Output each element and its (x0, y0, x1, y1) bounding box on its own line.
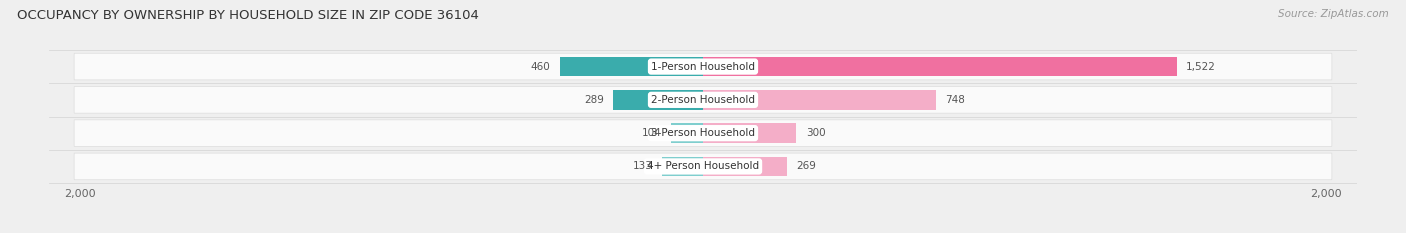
Bar (703, 90, 936, 110)
Bar (703, 57, 1177, 76)
Bar (662, 157, 703, 176)
Bar (703, 123, 796, 143)
FancyBboxPatch shape (75, 53, 1331, 80)
Bar (560, 57, 703, 76)
Text: 3-Person Household: 3-Person Household (651, 128, 755, 138)
Text: OCCUPANCY BY OWNERSHIP BY HOUSEHOLD SIZE IN ZIP CODE 36104: OCCUPANCY BY OWNERSHIP BY HOUSEHOLD SIZE… (17, 9, 479, 22)
FancyBboxPatch shape (75, 86, 1331, 113)
Text: 1-Person Household: 1-Person Household (651, 62, 755, 72)
Text: 1,522: 1,522 (1187, 62, 1216, 72)
Bar (703, 157, 787, 176)
Text: 748: 748 (945, 95, 965, 105)
FancyBboxPatch shape (75, 120, 1331, 147)
Text: 4+ Person Household: 4+ Person Household (647, 161, 759, 171)
Text: 269: 269 (796, 161, 815, 171)
Bar (613, 90, 703, 110)
Text: 104: 104 (641, 128, 661, 138)
Text: 460: 460 (530, 62, 551, 72)
Text: 133: 133 (633, 161, 652, 171)
Bar (671, 123, 703, 143)
Text: 2-Person Household: 2-Person Household (651, 95, 755, 105)
Text: Source: ZipAtlas.com: Source: ZipAtlas.com (1278, 9, 1389, 19)
Text: 289: 289 (583, 95, 603, 105)
FancyBboxPatch shape (75, 153, 1331, 180)
Text: 300: 300 (806, 128, 825, 138)
